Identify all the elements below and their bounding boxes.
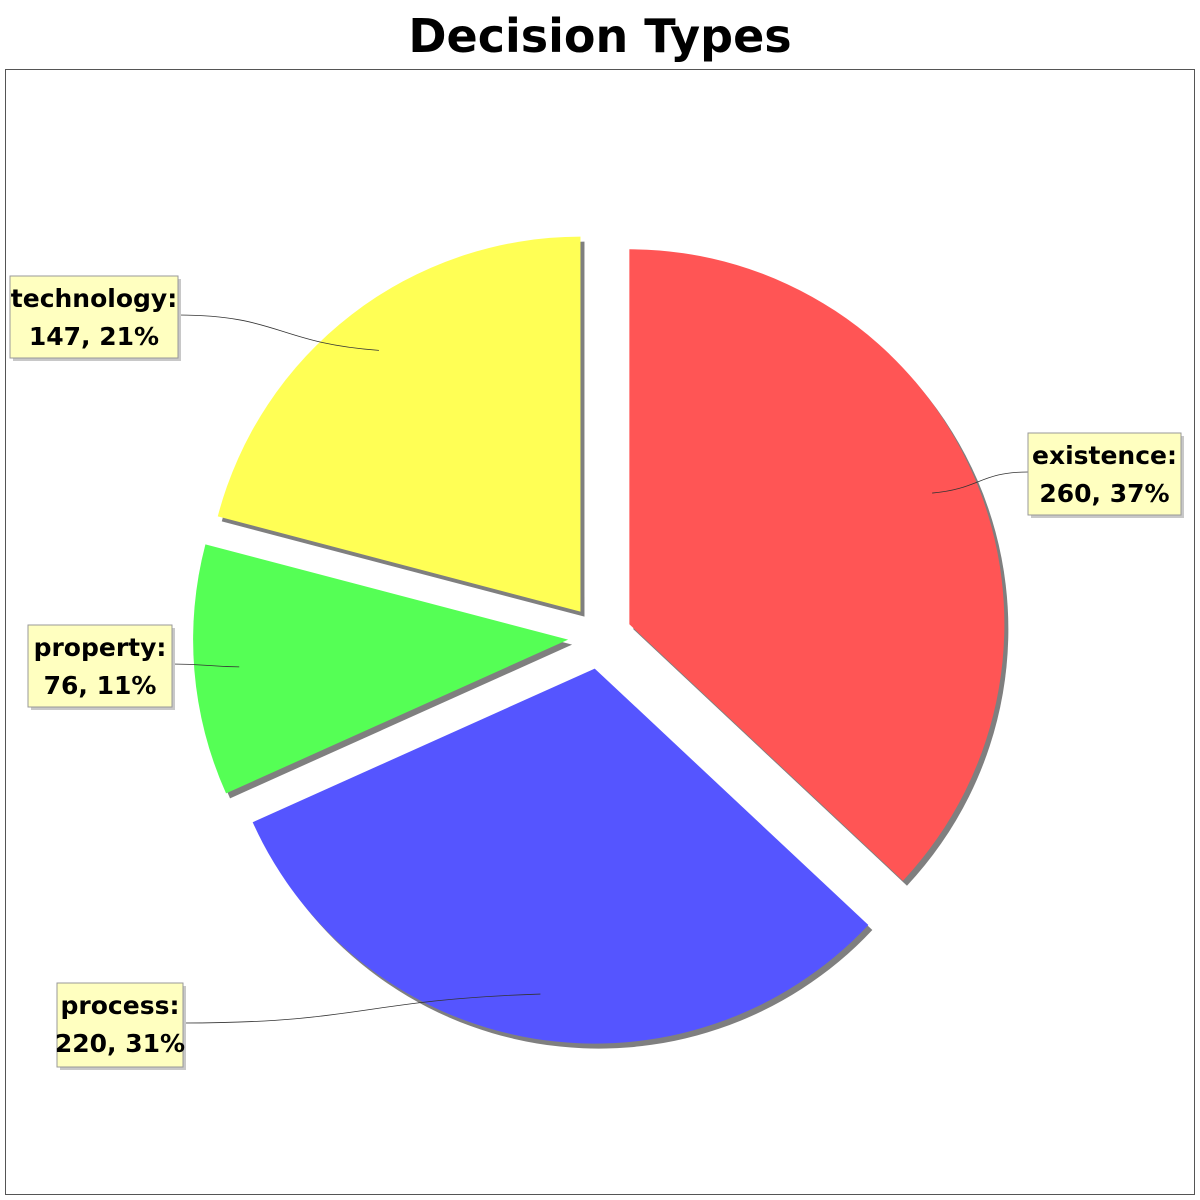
label-box-property <box>27 624 173 708</box>
slice-label-name-technology: technology: <box>11 284 177 313</box>
label-box-existence <box>1027 432 1182 516</box>
slice-label-name-process: process: <box>61 991 180 1020</box>
label-box-technology <box>9 275 179 359</box>
label-box-process <box>56 982 184 1068</box>
pie-slice-process[interactable] <box>252 668 869 1044</box>
plot-area <box>5 69 1195 1195</box>
pie-slice-technology[interactable] <box>217 236 581 612</box>
leader-line-existence <box>932 471 1029 494</box>
slice-label-value-existence: 260, 37% <box>1039 479 1169 508</box>
slice-label-value-technology: 147, 21% <box>29 322 159 351</box>
slice-label-name-property: property: <box>34 633 167 662</box>
leader-line-technology <box>177 314 379 351</box>
pie-slice-existence[interactable] <box>629 249 1005 881</box>
slice-label-value-process: 220, 31% <box>55 1029 185 1058</box>
slice-label-value-property: 76, 11% <box>44 671 157 700</box>
slice-label-name-existence: existence: <box>1032 441 1177 470</box>
chart-title: Decision Types <box>408 9 792 63</box>
pie-slice-property[interactable] <box>193 544 569 794</box>
leader-line-process <box>182 993 541 1024</box>
leader-line-property <box>171 663 240 668</box>
